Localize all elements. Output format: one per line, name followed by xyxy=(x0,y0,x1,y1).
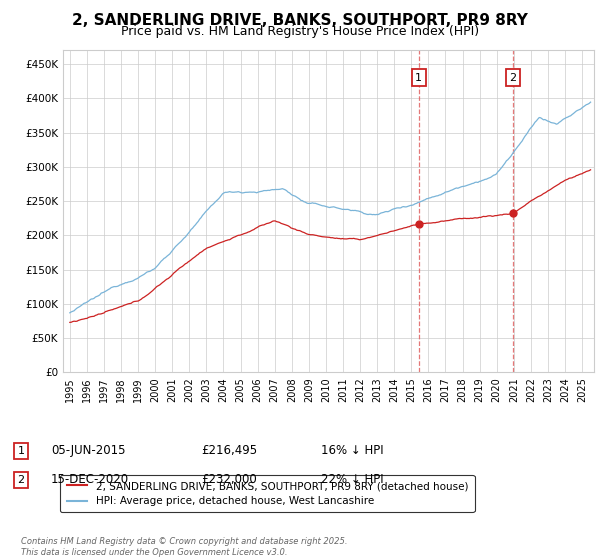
Text: 1: 1 xyxy=(17,446,25,456)
Text: 2: 2 xyxy=(17,475,25,485)
Text: 2: 2 xyxy=(509,73,517,83)
Text: 1: 1 xyxy=(415,73,422,83)
Text: 16% ↓ HPI: 16% ↓ HPI xyxy=(321,444,383,458)
Text: 15-DEC-2020: 15-DEC-2020 xyxy=(51,473,129,487)
Text: £216,495: £216,495 xyxy=(201,444,257,458)
Text: Contains HM Land Registry data © Crown copyright and database right 2025.
This d: Contains HM Land Registry data © Crown c… xyxy=(21,537,347,557)
Text: 2, SANDERLING DRIVE, BANKS, SOUTHPORT, PR9 8RY: 2, SANDERLING DRIVE, BANKS, SOUTHPORT, P… xyxy=(72,13,528,28)
Text: Price paid vs. HM Land Registry's House Price Index (HPI): Price paid vs. HM Land Registry's House … xyxy=(121,25,479,38)
Text: £232,000: £232,000 xyxy=(201,473,257,487)
Legend: 2, SANDERLING DRIVE, BANKS, SOUTHPORT, PR9 8RY (detached house), HPI: Average pr: 2, SANDERLING DRIVE, BANKS, SOUTHPORT, P… xyxy=(61,475,475,512)
Text: 22% ↓ HPI: 22% ↓ HPI xyxy=(321,473,383,487)
Text: 05-JUN-2015: 05-JUN-2015 xyxy=(51,444,125,458)
